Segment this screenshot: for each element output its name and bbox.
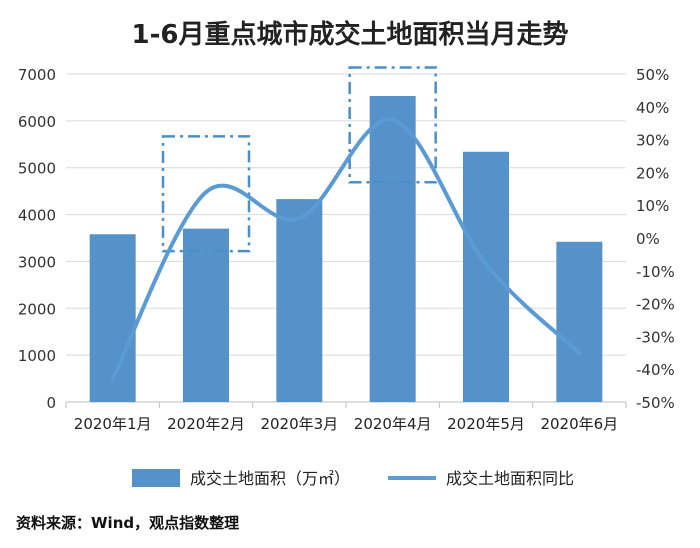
bar xyxy=(463,151,509,402)
legend-swatch-bar xyxy=(132,469,180,487)
y-left-tick-label: 7000 xyxy=(18,66,56,84)
legend-label-line: 成交土地面积同比 xyxy=(446,469,574,488)
x-tick-label: 2020年6月 xyxy=(540,415,618,433)
y-right-tick-label: 50% xyxy=(636,66,669,84)
y-left-tick-label: 6000 xyxy=(18,113,56,131)
yoy-line xyxy=(110,117,582,382)
bar xyxy=(369,96,416,402)
bar xyxy=(556,241,603,402)
x-tick-label: 2020年4月 xyxy=(354,415,432,433)
y-right-tick-label: -30% xyxy=(636,328,675,346)
annotation-box xyxy=(161,135,251,253)
annotation-box xyxy=(348,66,437,184)
y-right-tick-label: 40% xyxy=(636,99,669,117)
y-right-tick-label: -50% xyxy=(636,394,675,412)
y-right-tick-label: 20% xyxy=(636,164,669,182)
x-tick-label: 2020年3月 xyxy=(260,415,338,433)
x-tick-label: 2020年5月 xyxy=(447,415,525,433)
y-right-tick-label: -40% xyxy=(636,361,675,379)
y-left-tick-label: 1000 xyxy=(18,347,56,365)
bar xyxy=(89,234,136,402)
legend-label-bar: 成交土地面积（万㎡） xyxy=(190,469,350,488)
source-note: 资料来源：Wind，观点指数整理 xyxy=(16,514,240,532)
y-left-tick-label: 5000 xyxy=(18,160,56,178)
y-left-tick-label: 4000 xyxy=(18,207,56,225)
y-right-tick-label: 0% xyxy=(636,230,660,248)
bar xyxy=(183,228,229,402)
y-left-tick-label: 0 xyxy=(46,394,56,412)
chart-title: 1-6月重点城市成交土地面积当月走势 xyxy=(131,20,569,50)
x-tick-label: 2020年2月 xyxy=(167,415,245,433)
y-right-tick-label: -10% xyxy=(636,263,675,281)
y-right-tick-label: -20% xyxy=(636,296,675,314)
y-left-tick-label: 3000 xyxy=(18,253,56,271)
x-tick-label: 2020年1月 xyxy=(74,415,152,433)
y-left-tick-label: 2000 xyxy=(18,300,56,318)
bar xyxy=(276,199,323,402)
y-right-tick-label: 30% xyxy=(636,132,669,150)
y-right-tick-label: 10% xyxy=(636,197,669,215)
